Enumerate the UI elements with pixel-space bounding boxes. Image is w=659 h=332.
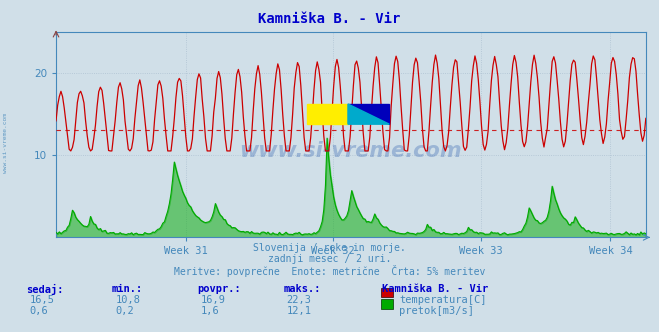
- Text: 22,3: 22,3: [287, 295, 312, 305]
- Text: 0,6: 0,6: [30, 306, 48, 316]
- Text: Kamniška B. - Vir: Kamniška B. - Vir: [382, 284, 488, 294]
- Text: 0,2: 0,2: [115, 306, 134, 316]
- Text: Kamniška B. - Vir: Kamniška B. - Vir: [258, 12, 401, 26]
- Text: 1,6: 1,6: [201, 306, 219, 316]
- Text: www.si-vreme.com: www.si-vreme.com: [240, 141, 462, 161]
- Text: Slovenija / reke in morje.: Slovenija / reke in morje.: [253, 243, 406, 253]
- Text: maks.:: maks.:: [283, 284, 321, 294]
- Polygon shape: [348, 104, 389, 124]
- Bar: [306, 104, 348, 124]
- Text: www.si-vreme.com: www.si-vreme.com: [3, 113, 8, 173]
- Text: sedaj:: sedaj:: [26, 284, 64, 295]
- Text: zadnji mesec / 2 uri.: zadnji mesec / 2 uri.: [268, 254, 391, 264]
- Polygon shape: [348, 104, 389, 124]
- Text: temperatura[C]: temperatura[C]: [399, 295, 487, 305]
- Text: 16,9: 16,9: [201, 295, 226, 305]
- Text: 16,5: 16,5: [30, 295, 55, 305]
- Text: 10,8: 10,8: [115, 295, 140, 305]
- Text: povpr.:: povpr.:: [198, 284, 241, 294]
- Text: 12,1: 12,1: [287, 306, 312, 316]
- Text: min.:: min.:: [112, 284, 143, 294]
- Text: Meritve: povprečne  Enote: metrične  Črta: 5% meritev: Meritve: povprečne Enote: metrične Črta:…: [174, 265, 485, 277]
- Text: pretok[m3/s]: pretok[m3/s]: [399, 306, 474, 316]
